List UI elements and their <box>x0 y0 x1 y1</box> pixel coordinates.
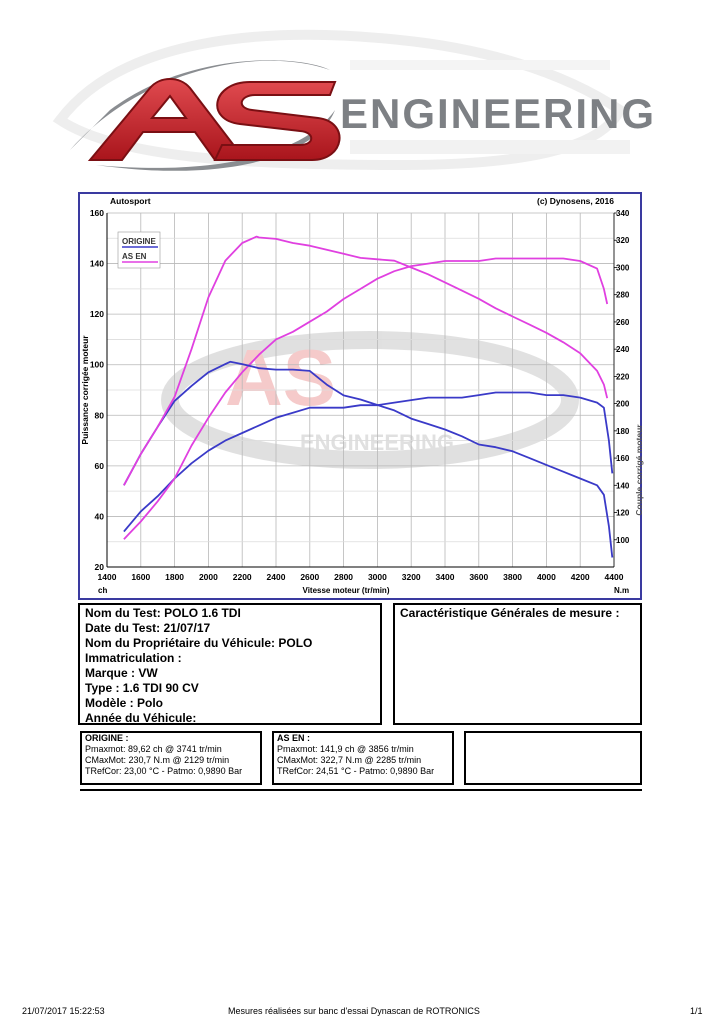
general-measure-title: Caractéristique Générales de mesure : <box>400 606 620 620</box>
result-line: TRefCor: 24,51 °C - Patmo: 0,9890 Bar <box>277 766 435 776</box>
general-measure-box <box>393 603 642 725</box>
info-line: Type : 1.6 TDI 90 CV <box>85 681 199 695</box>
info-line: Modèle : Polo <box>85 696 163 710</box>
result-line: Pmaxmot: 141,9 ch @ 3856 tr/min <box>277 744 414 754</box>
as-engineering-logo: ENGINEERING <box>52 29 656 171</box>
info-line: Date du Test: 21/07/17 <box>85 621 211 635</box>
result-title: AS EN : <box>277 733 311 743</box>
footer-page: 1/1 <box>690 1006 703 1016</box>
info-line: Immatriculation : <box>85 651 182 665</box>
result-origine: ORIGINE : Pmaxmot: 89,62 ch @ 3741 tr/mi… <box>85 733 261 777</box>
result-line: TRefCor: 23,00 °C - Patmo: 0,9890 Bar <box>85 766 243 776</box>
info-line: Nom du Test: POLO 1.6 TDI <box>85 606 241 620</box>
result-box-empty <box>464 731 642 785</box>
test-info-box <box>78 603 382 725</box>
logo-letter-a <box>87 78 248 161</box>
result-as-en: AS EN : Pmaxmot: 141,9 ch @ 3856 tr/min … <box>277 733 453 777</box>
chart-frame <box>78 192 642 600</box>
footer-center: Mesures réalisées sur banc d'essai Dynas… <box>228 1006 480 1016</box>
result-box-origine <box>80 731 262 785</box>
logo-swoosh <box>70 60 330 150</box>
info-line: Année du Véhicule: <box>85 711 197 725</box>
info-line: Marque : VW <box>85 666 158 680</box>
result-box-as-en <box>272 731 454 785</box>
result-line: CMaxMot: 322,7 N.m @ 2285 tr/min <box>277 755 422 765</box>
info-line: Nom du Propriétaire du Véhicule: POLO <box>85 636 313 650</box>
footer-datetime: 21/07/2017 15:22:53 <box>22 1006 105 1016</box>
logo-letter-s <box>213 81 341 161</box>
logo-word: ENGINEERING <box>340 90 656 137</box>
results-bottom-rule <box>80 789 642 791</box>
result-title: ORIGINE : <box>85 733 129 743</box>
result-line: Pmaxmot: 89,62 ch @ 3741 tr/min <box>85 744 222 754</box>
result-line: CMaxMot: 230,7 N.m @ 2129 tr/min <box>85 755 230 765</box>
test-info-text: Nom du Test: POLO 1.6 TDI Date du Test: … <box>85 606 377 726</box>
